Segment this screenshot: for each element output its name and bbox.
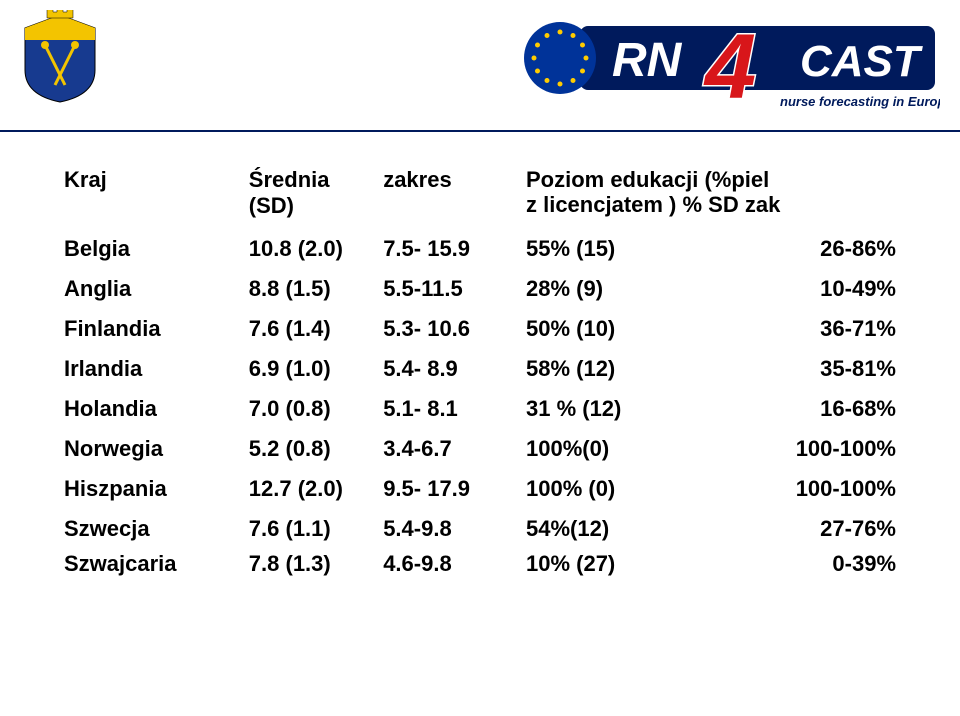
table-header-row: Kraj Średnia (SD) zakres Poziom edukacji… [60, 160, 900, 229]
cell-poz: 100%(0) [522, 429, 740, 469]
cell-zak: 100-100% [740, 429, 900, 469]
cell-kraj: Belgia [60, 229, 245, 269]
cell-zak: 16-68% [740, 389, 900, 429]
crest-logo [20, 10, 120, 120]
cell-poz: 10% (27) [522, 549, 740, 584]
content-area: Kraj Średnia (SD) zakres Poziom edukacji… [0, 132, 960, 584]
cell-zakres: 3.4-6.7 [379, 429, 522, 469]
header-poziom: Poziom edukacji (%piel z licencjatem ) %… [522, 160, 900, 229]
header-poziom-l1: Poziom edukacji (%piel [526, 167, 769, 192]
cell-sd: 6.9 (1.0) [245, 349, 379, 389]
table-row: Hiszpania 12.7 (2.0) 9.5- 17.9 100% (0) … [60, 469, 900, 509]
cell-sd: 12.7 (2.0) [245, 469, 379, 509]
cell-sd: 7.6 (1.1) [245, 509, 379, 549]
logo-text-cast: CAST [800, 37, 923, 86]
cell-poz: 28% (9) [522, 269, 740, 309]
table-row: Szwajcaria 7.8 (1.3) 4.6-9.8 10% (27) 0-… [60, 549, 900, 584]
cell-poz: 55% (15) [522, 229, 740, 269]
header-bar: RN CAST 4 nurse forecasting in Europe [0, 0, 960, 130]
cell-zakres: 5.1- 8.1 [379, 389, 522, 429]
table-row: Anglia 8.8 (1.5) 5.5-11.5 28% (9) 10-49% [60, 269, 900, 309]
cell-zak: 27-76% [740, 509, 900, 549]
table-row: Holandia 7.0 (0.8) 5.1- 8.1 31 % (12) 16… [60, 389, 900, 429]
header-srednia: Średnia (SD) [245, 160, 379, 229]
cell-kraj: Norwegia [60, 429, 245, 469]
rn4cast-logo: RN CAST 4 nurse forecasting in Europe [520, 18, 940, 113]
cell-sd: 10.8 (2.0) [245, 229, 379, 269]
cell-sd: 7.8 (1.3) [245, 549, 379, 584]
cell-kraj: Holandia [60, 389, 245, 429]
cell-poz: 31 % (12) [522, 389, 740, 429]
cell-zakres: 5.5-11.5 [379, 269, 522, 309]
cell-kraj: Szwajcaria [60, 549, 245, 584]
cell-zak: 0-39% [740, 549, 900, 584]
cell-zakres: 5.4-9.8 [379, 509, 522, 549]
cell-zak: 35-81% [740, 349, 900, 389]
logo-subtitle: nurse forecasting in Europe [780, 94, 940, 109]
cell-sd: 7.6 (1.4) [245, 309, 379, 349]
cell-zakres: 9.5- 17.9 [379, 469, 522, 509]
header-zakres: zakres [379, 160, 522, 229]
shield-icon [20, 10, 100, 105]
cell-zak: 26-86% [740, 229, 900, 269]
cell-kraj: Irlandia [60, 349, 245, 389]
cell-zak: 36-71% [740, 309, 900, 349]
cell-sd: 7.0 (0.8) [245, 389, 379, 429]
header-sdzak: % SD zak [683, 192, 781, 217]
header-kraj: Kraj [60, 160, 245, 229]
rn4cast-logo-svg: RN CAST 4 nurse forecasting in Europe [520, 18, 940, 113]
table-row: Belgia 10.8 (2.0) 7.5- 15.9 55% (15) 26-… [60, 229, 900, 269]
table-row: Norwegia 5.2 (0.8) 3.4-6.7 100%(0) 100-1… [60, 429, 900, 469]
data-table: Kraj Średnia (SD) zakres Poziom edukacji… [60, 160, 900, 584]
cell-zak: 100-100% [740, 469, 900, 509]
cell-poz: 58% (12) [522, 349, 740, 389]
cell-zakres: 5.4- 8.9 [379, 349, 522, 389]
cell-zakres: 7.5- 15.9 [379, 229, 522, 269]
header-poziom-l2: z licencjatem ) [526, 192, 676, 217]
cell-zakres: 4.6-9.8 [379, 549, 522, 584]
table-row: Finlandia 7.6 (1.4) 5.3- 10.6 50% (10) 3… [60, 309, 900, 349]
cell-sd: 5.2 (0.8) [245, 429, 379, 469]
cell-kraj: Anglia [60, 269, 245, 309]
cell-zak: 10-49% [740, 269, 900, 309]
cell-poz: 54%(12) [522, 509, 740, 549]
logo-text-4: 4 [703, 18, 756, 113]
logo-text-rn: RN [612, 34, 683, 87]
cell-poz: 100% (0) [522, 469, 740, 509]
cell-poz: 50% (10) [522, 309, 740, 349]
cell-kraj: Hiszpania [60, 469, 245, 509]
table-row: Irlandia 6.9 (1.0) 5.4- 8.9 58% (12) 35-… [60, 349, 900, 389]
table-row: Szwecja 7.6 (1.1) 5.4-9.8 54%(12) 27-76% [60, 509, 900, 549]
cell-zakres: 5.3- 10.6 [379, 309, 522, 349]
cell-kraj: Finlandia [60, 309, 245, 349]
cell-kraj: Szwecja [60, 509, 245, 549]
cell-sd: 8.8 (1.5) [245, 269, 379, 309]
